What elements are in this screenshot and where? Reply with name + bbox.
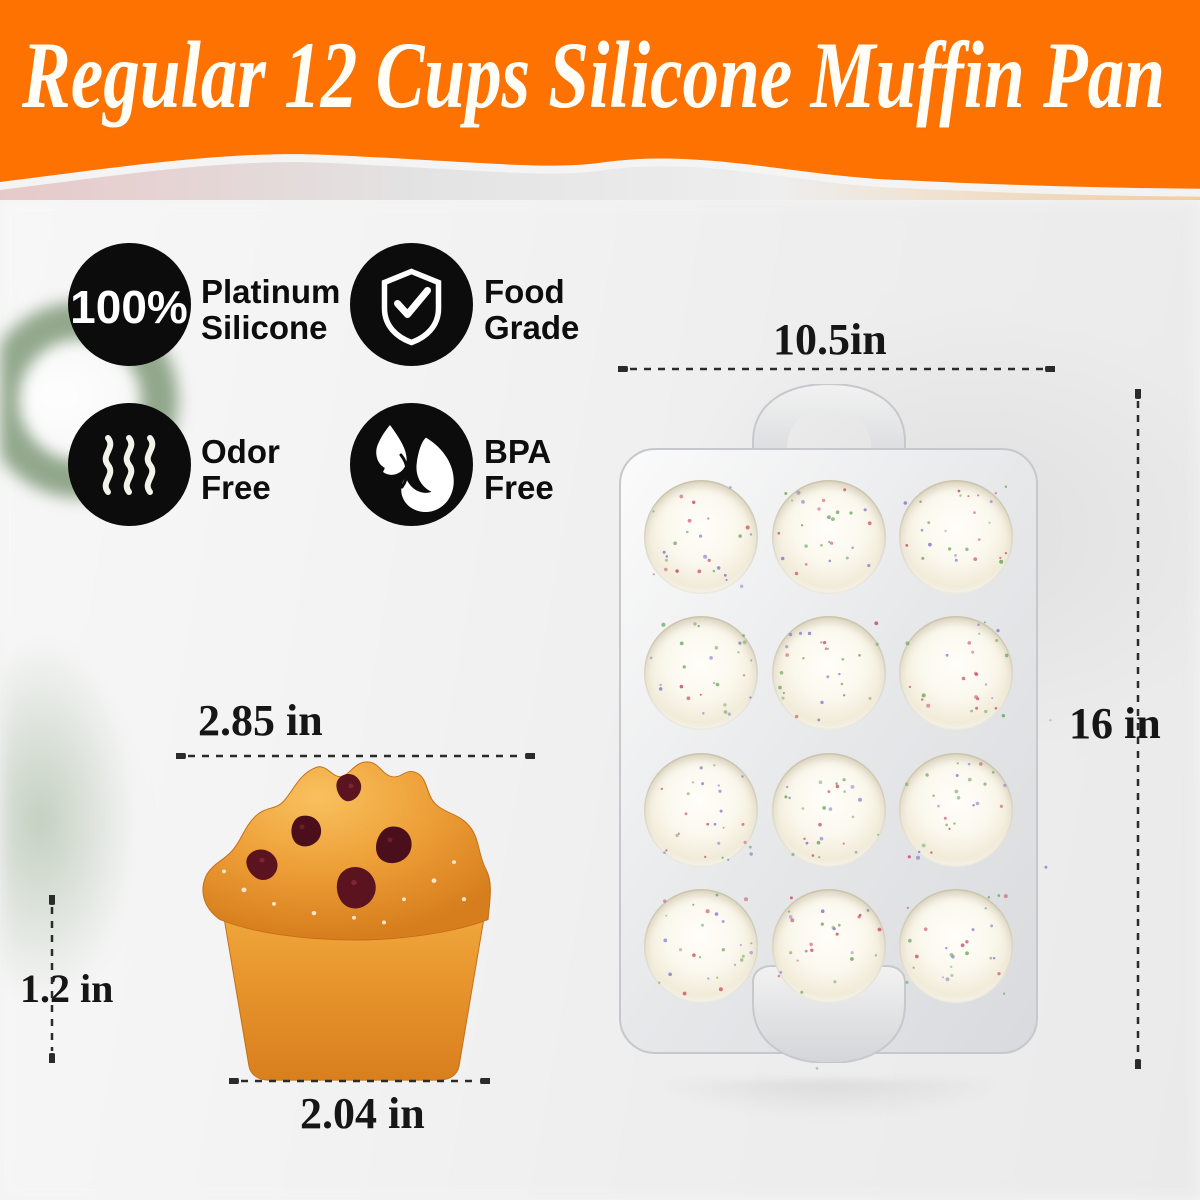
- svg-text:100%: 100%: [70, 281, 188, 333]
